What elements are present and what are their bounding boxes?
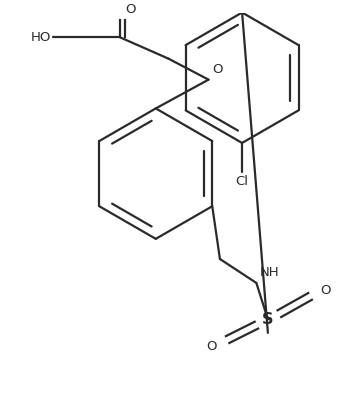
Text: S: S [262, 312, 274, 327]
Text: O: O [321, 284, 331, 297]
Text: O: O [212, 63, 223, 76]
Text: O: O [207, 340, 217, 353]
Text: Cl: Cl [236, 175, 248, 188]
Text: O: O [125, 3, 136, 16]
Text: HO: HO [31, 31, 51, 44]
Text: NH: NH [259, 266, 279, 279]
